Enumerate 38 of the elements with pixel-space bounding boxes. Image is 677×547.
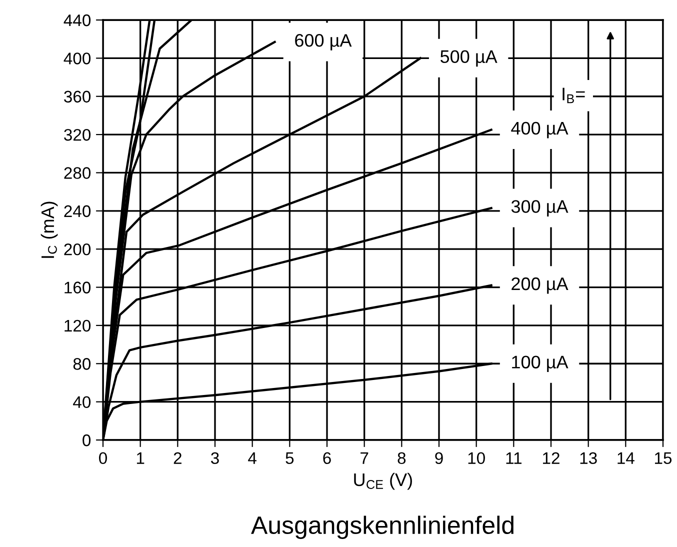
x-tick-label: 11 [506, 452, 522, 464]
y-tick-label: 0 [82, 434, 91, 446]
x-tick-label: 13 [580, 452, 597, 464]
y-tick-label: 280 [64, 167, 91, 179]
y-tick-label: 320 [64, 128, 91, 141]
x-tick-label: 7 [360, 452, 368, 464]
x-tick-label: 14 [618, 452, 634, 464]
y-tick-label: 240 [64, 205, 91, 218]
x-tick-label: 8 [398, 452, 406, 464]
x-tick-label: 1 [136, 452, 144, 464]
x-tick-label: 15 [655, 452, 672, 464]
x-tick-label: 4 [248, 452, 256, 464]
x-tick-label: 6 [323, 452, 331, 464]
x-tick-label: 10 [468, 452, 485, 464]
y-axis-title: I$_{C}$ (mA) [40, 202, 58, 258]
series-label: 600 µA [295, 34, 352, 50]
y-tick-label: 80 [73, 358, 91, 370]
text: Ausgangskennlinienfeld [251, 516, 514, 539]
y-tick-label: 160 [64, 282, 91, 294]
y-tick-label: 360 [64, 90, 91, 103]
series-label: 500 µA [440, 50, 498, 67]
series-label: 300 µA [511, 200, 568, 216]
y-tick-label: 400 [64, 52, 91, 64]
y-tick-label: 440 [64, 14, 91, 26]
y-tick-label: 200 [64, 243, 91, 256]
x-tick-label: 9 [435, 452, 443, 464]
series-label: 400 µA [511, 122, 568, 138]
x-tick-label: 0 [99, 452, 107, 464]
y-tick-label: 120 [64, 320, 91, 332]
x-tick-label: 3 [211, 452, 219, 464]
series-label: 200 µA [512, 277, 568, 294]
x-tick-label: 5 [286, 452, 294, 464]
x-tick-label: 2 [174, 452, 182, 464]
y-tick-label: 40 [73, 396, 91, 408]
annotation: I$_{B}$= [562, 88, 585, 104]
x-tick-label: 12 [543, 452, 560, 464]
x-axis-title: U$_{CE}$ (V) [354, 472, 412, 490]
series-label: 100 µA [512, 356, 568, 372]
